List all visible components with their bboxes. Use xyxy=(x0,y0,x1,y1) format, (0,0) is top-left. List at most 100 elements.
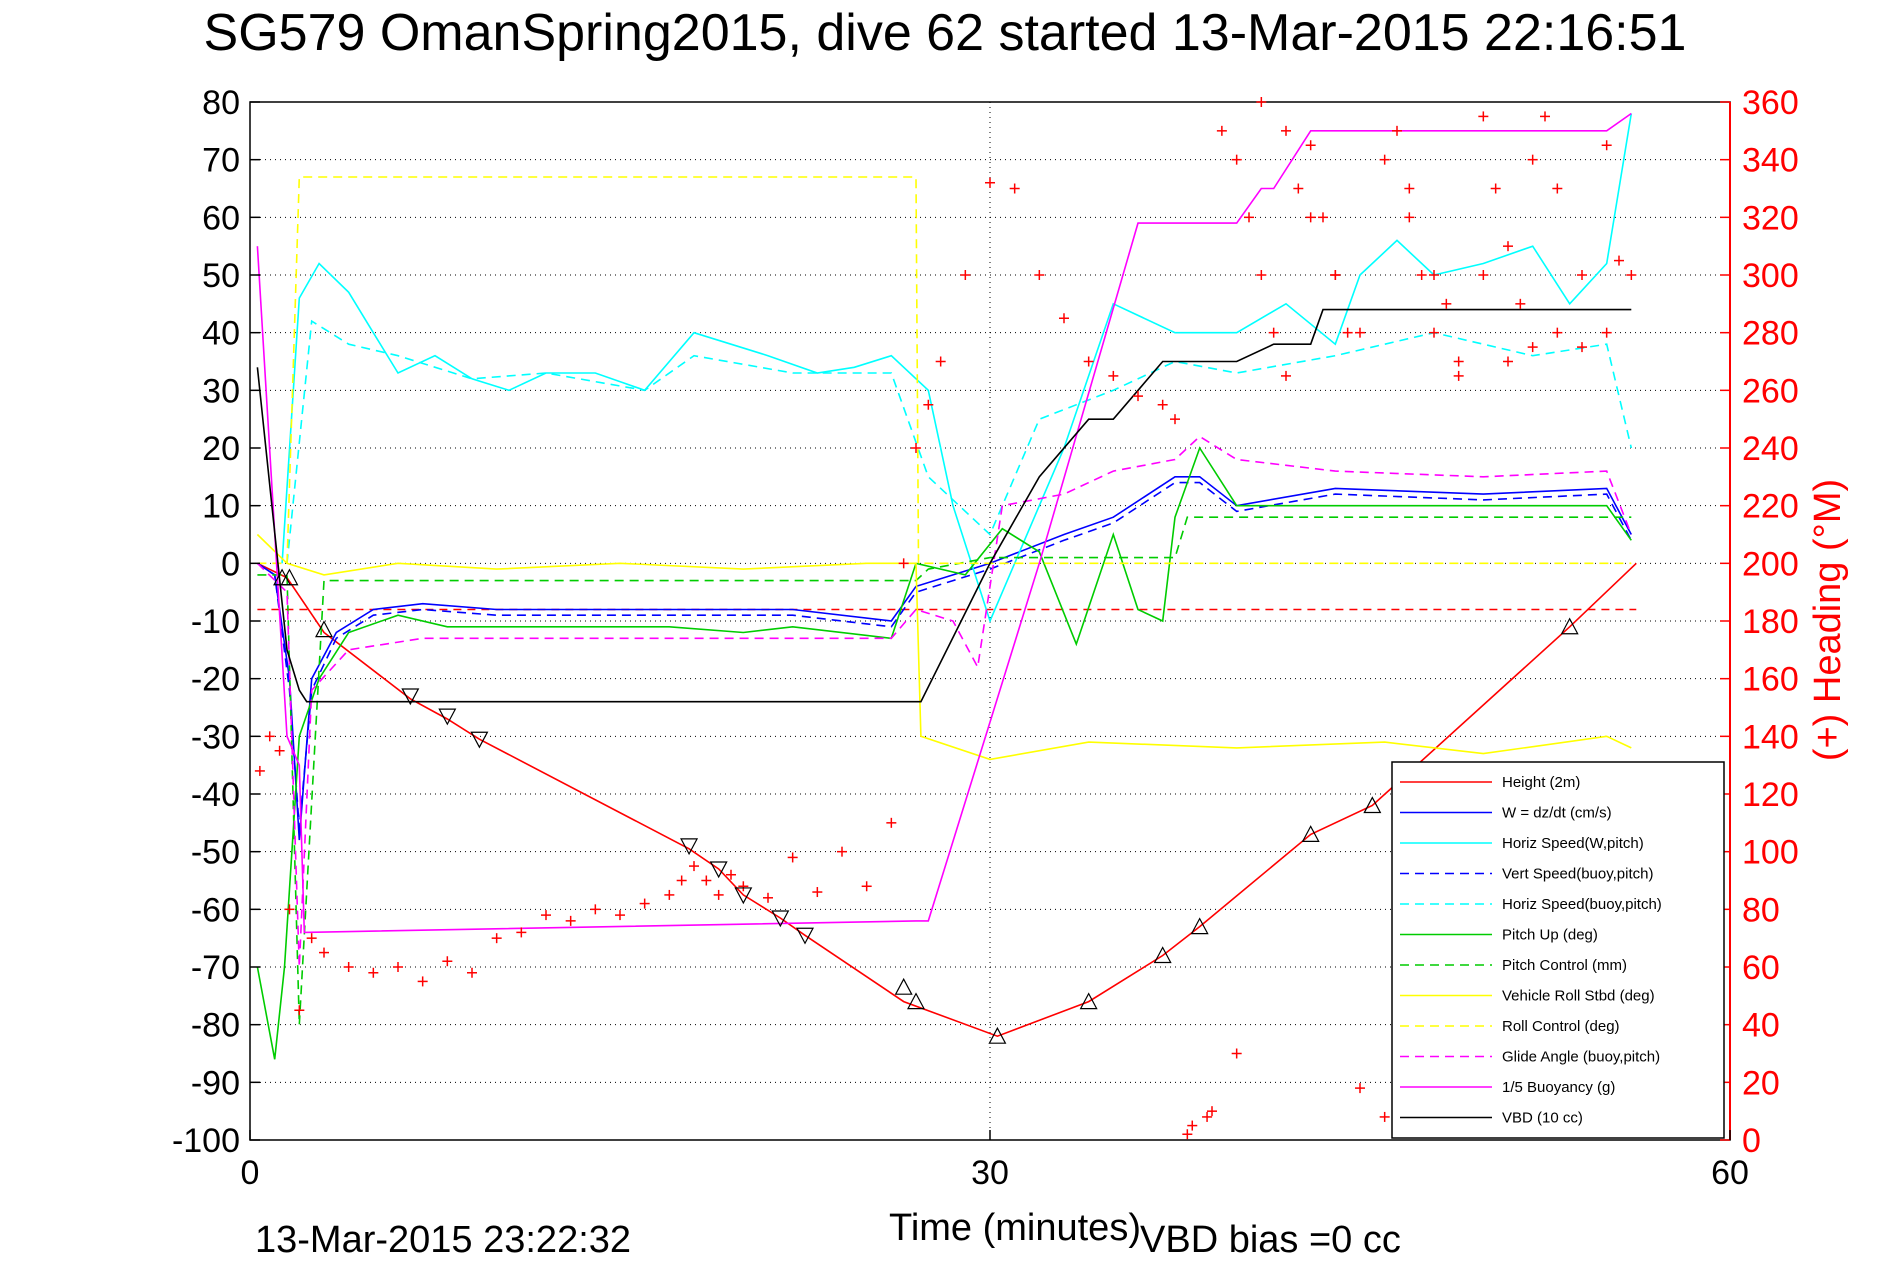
heading-point xyxy=(1453,370,1464,381)
heading-point xyxy=(923,399,934,410)
heading-point xyxy=(985,177,995,188)
heading-point xyxy=(1216,125,1227,136)
triangle-marker xyxy=(988,1026,1007,1044)
heading-point xyxy=(1478,111,1489,122)
heading-point xyxy=(1379,1111,1390,1122)
heading-point xyxy=(1083,356,1094,367)
series-vert-speed-buoy-pitch xyxy=(256,481,1633,829)
heading-point xyxy=(264,731,275,742)
series-pitch-up-deg xyxy=(256,446,1632,1060)
left-tick-label: 0 xyxy=(221,545,240,583)
heading-point xyxy=(1305,140,1316,151)
heading-point xyxy=(1416,270,1427,280)
heading-point xyxy=(935,356,946,367)
legend-label: Pitch Control (mm) xyxy=(1502,957,1627,974)
right-axis-label: (+) Heading (°M) xyxy=(1807,479,1849,761)
heading-point xyxy=(1355,1083,1365,1094)
legend-label: 1/5 Buoyancy (g) xyxy=(1502,1079,1615,1096)
left-tick-label: -10 xyxy=(191,603,240,641)
triangle-marker xyxy=(894,977,913,995)
triangle-marker xyxy=(438,708,457,726)
heading-point xyxy=(726,869,736,880)
heading-point xyxy=(1441,298,1452,309)
heading-point xyxy=(1157,399,1168,410)
heading-point xyxy=(1268,327,1279,338)
x-tick-label: 0 xyxy=(241,1154,260,1192)
heading-point xyxy=(676,875,687,886)
heading-point xyxy=(1601,140,1612,151)
heading-point xyxy=(393,962,403,972)
heading-point xyxy=(1108,370,1119,381)
heading-point xyxy=(1318,212,1328,223)
heading-point xyxy=(1453,356,1464,367)
right-tick-label: 240 xyxy=(1742,430,1799,468)
right-tick-label: 300 xyxy=(1742,257,1799,295)
heading-point xyxy=(1182,1129,1193,1140)
heading-point xyxy=(284,904,295,915)
left-tick-label: 30 xyxy=(202,372,240,410)
triangle-marker xyxy=(470,731,489,749)
heading-point xyxy=(541,910,551,921)
left-tick-label: 80 xyxy=(202,84,240,122)
left-tick-label: 50 xyxy=(202,257,240,295)
heading-point xyxy=(1540,111,1550,122)
left-tick-label: -90 xyxy=(191,1064,240,1102)
heading-point xyxy=(1626,270,1637,280)
heading-point xyxy=(763,892,773,903)
heading-point xyxy=(1330,270,1341,280)
x-tick-label: 30 xyxy=(971,1154,1009,1192)
left-tick-label: 40 xyxy=(202,315,240,353)
x-axis: 0 30 60 xyxy=(241,1130,1749,1192)
triangle-marker xyxy=(709,861,728,879)
heading-point xyxy=(1170,414,1180,425)
heading-point xyxy=(837,846,847,857)
footer-timestamp: 13-Mar-2015 23:22:32 xyxy=(255,1219,631,1261)
heading-point xyxy=(861,881,872,892)
chart-title: SG579 OmanSpring2015, dive 62 started 13… xyxy=(204,4,1687,62)
heading-point xyxy=(368,967,379,978)
left-tick-label: -50 xyxy=(191,834,240,872)
heading-point xyxy=(1256,270,1267,280)
right-tick-label: 100 xyxy=(1742,834,1799,872)
heading-point xyxy=(294,1005,305,1016)
heading-point xyxy=(319,947,329,958)
heading-point xyxy=(417,976,428,987)
right-y-axis: 3603403203002802602402202001801601401201… xyxy=(1720,84,1799,1160)
right-tick-label: 340 xyxy=(1742,142,1799,180)
heading-point xyxy=(1187,1120,1198,1131)
heading-point xyxy=(1404,212,1415,223)
heading-point xyxy=(274,745,285,756)
heading-point xyxy=(1577,342,1587,353)
legend-box xyxy=(1391,761,1725,1139)
heading-point xyxy=(1355,327,1365,338)
left-tick-label: -20 xyxy=(191,661,240,699)
left-tick-label: -80 xyxy=(191,1007,240,1045)
heading-point xyxy=(442,956,453,967)
heading-point xyxy=(1305,212,1316,223)
heading-point xyxy=(306,933,317,944)
heading-point xyxy=(1515,298,1526,309)
series-layer xyxy=(256,112,1637,1060)
heading-point xyxy=(1342,327,1353,338)
heading-point xyxy=(886,817,897,828)
triangle-marker xyxy=(1363,796,1382,814)
triangle-marker xyxy=(401,688,420,706)
legend-label: W = dz/dt (cm/s) xyxy=(1502,805,1612,822)
left-tick-label: 10 xyxy=(202,488,240,526)
heading-point xyxy=(1379,154,1390,165)
triangle-marker xyxy=(796,927,814,945)
series-roll-control-deg xyxy=(257,176,1632,565)
heading-point xyxy=(787,852,798,863)
left-tick-label: -60 xyxy=(191,891,240,929)
heading-point xyxy=(701,875,712,886)
heading-point xyxy=(1034,270,1045,280)
triangle-marker xyxy=(1560,617,1579,635)
heading-point xyxy=(343,962,354,972)
heading-point xyxy=(254,765,265,776)
heading-point xyxy=(911,443,921,453)
series-1-5-buoyancy-g xyxy=(256,112,1632,934)
heading-point xyxy=(1231,154,1242,165)
right-tick-label: 60 xyxy=(1742,949,1780,987)
heading-point xyxy=(1527,154,1538,165)
left-tick-label: -30 xyxy=(191,718,240,756)
